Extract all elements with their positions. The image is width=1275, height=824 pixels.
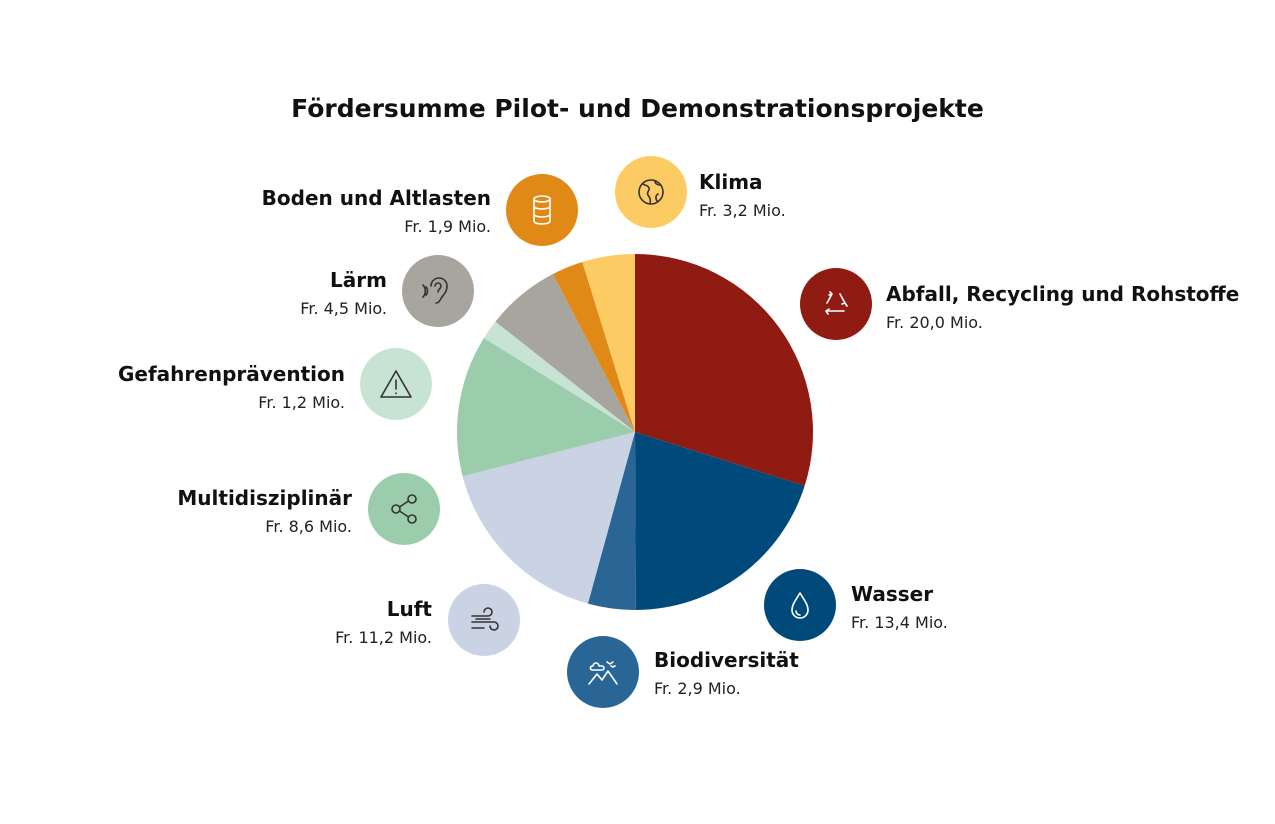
slice-label-6: Lärm Fr. 4,5 Mio. — [7, 266, 387, 324]
ear-icon — [402, 255, 474, 327]
globe-icon — [615, 156, 687, 228]
water-drop-icon — [764, 569, 836, 641]
slice-label-0: Abfall, Recycling und Rohstoffe Fr. 20,0 … — [886, 280, 1266, 338]
slice-value: Fr. 1,2 Mio. — [258, 393, 345, 412]
slice-name: Wasser — [851, 582, 934, 606]
warning-icon — [360, 348, 432, 420]
wind-icon — [448, 584, 520, 656]
slice-label-2: Biodiversität Fr. 2,9 Mio. — [654, 646, 1034, 704]
slice-value: Fr. 8,6 Mio. — [265, 517, 352, 536]
slice-label-5: Gefahrenprävention Fr. 1,2 Mio. — [0, 360, 345, 418]
slice-name: Abfall, Recycling und Rohstoffe — [886, 282, 1240, 306]
slice-value: Fr. 3,2 Mio. — [699, 201, 786, 220]
chart-title: Fördersumme Pilot- und Demonstrationspro… — [291, 94, 984, 123]
pie-slice-7 — [552, 261, 635, 432]
slice-name: Klima — [699, 170, 763, 194]
slice-value: Fr. 20,0 Mio. — [886, 313, 983, 332]
slice-label-3: Luft Fr. 11,2 Mio. — [52, 595, 432, 653]
slice-name: Biodiversität — [654, 648, 799, 672]
slice-value: Fr. 1,9 Mio. — [404, 217, 491, 236]
slice-label-7: Boden und Altlasten Fr. 1,9 Mio. — [111, 184, 491, 242]
pie-slice-4 — [457, 337, 635, 477]
slice-value: Fr. 11,2 Mio. — [335, 628, 432, 647]
slice-label-8: Klima Fr. 3,2 Mio. — [699, 168, 1079, 226]
pie-slice-5 — [483, 321, 635, 432]
pie-slice-3 — [462, 432, 635, 604]
pie-slice-6 — [495, 274, 635, 432]
pie-slice-1 — [635, 432, 805, 610]
recycle-icon — [800, 268, 872, 340]
slice-value: Fr. 2,9 Mio. — [654, 679, 741, 698]
slice-name: Multidisziplinär — [177, 486, 352, 510]
share-icon — [368, 473, 440, 545]
barrel-icon — [506, 174, 578, 246]
slice-name: Boden und Altlasten — [261, 186, 491, 210]
pie-slice-8 — [582, 254, 635, 432]
pie-slice-0 — [635, 254, 813, 486]
landscape-icon — [567, 636, 639, 708]
slice-value: Fr. 4,5 Mio. — [300, 299, 387, 318]
slice-name: Luft — [386, 597, 432, 621]
slice-name: Lärm — [330, 268, 387, 292]
pie-slice-2 — [587, 432, 636, 610]
slice-label-4: Multidisziplinär Fr. 8,6 Mio. — [0, 484, 352, 542]
slice-label-1: Wasser Fr. 13,4 Mio. — [851, 580, 1231, 638]
slice-name: Gefahrenprävention — [118, 362, 345, 386]
slice-value: Fr. 13,4 Mio. — [851, 613, 948, 632]
